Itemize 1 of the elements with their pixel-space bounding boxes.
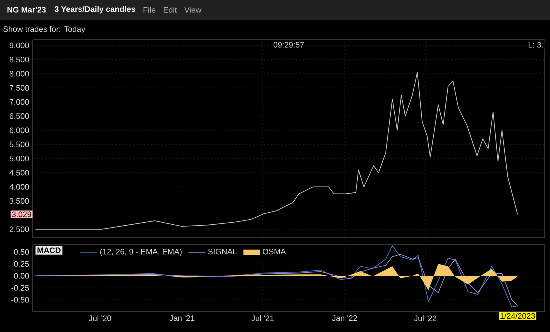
line-series bbox=[35, 72, 518, 230]
